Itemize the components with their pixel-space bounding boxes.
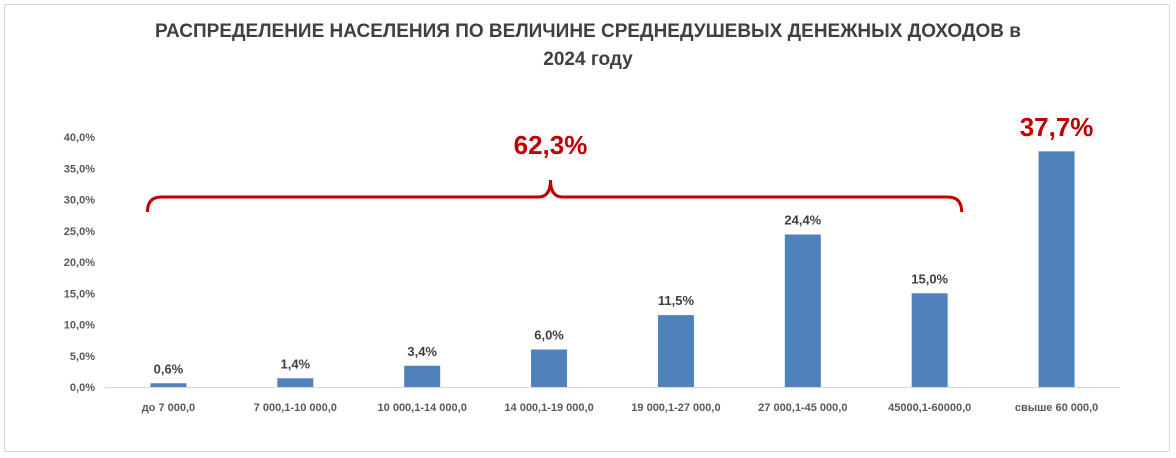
bar-7 (911, 293, 948, 387)
y-tick-label: 0,0% (70, 382, 95, 394)
category-label-7: 45000,1-60000,0 (888, 402, 971, 414)
bar-4 (531, 349, 568, 387)
bar-8 (1038, 151, 1075, 387)
chart-title-line2: 2024 году (543, 49, 633, 70)
bar-5 (657, 315, 694, 387)
y-tick-label: 15,0% (64, 288, 95, 300)
category-label-3: 10 000,1-14 000,0 (378, 402, 467, 414)
chart-title-line1: РАСПРЕДЕЛЕНИЕ НАСЕЛЕНИЯ ПО ВЕЛИЧИНЕ СРЕД… (155, 21, 1021, 42)
category-label-8: свыше 60 000,0 (1015, 402, 1098, 414)
y-tick-label: 35,0% (64, 163, 95, 175)
data-label-1: 0,6% (154, 361, 184, 376)
last-bar-callout: 37,7% (1020, 112, 1094, 142)
y-tick-label: 30,0% (64, 195, 95, 207)
data-label-5: 11,5% (658, 293, 695, 308)
bar-2 (277, 378, 314, 387)
category-label-2: 7 000,1-10 000,0 (254, 402, 337, 414)
data-label-2: 1,4% (280, 356, 310, 371)
data-label-6: 24,4% (784, 213, 821, 228)
data-label-7: 15,0% (911, 271, 948, 286)
y-tick-label: 20,0% (64, 257, 95, 269)
group-total-label: 62,3% (514, 130, 588, 160)
category-label-4: 14 000,1-19 000,0 (504, 402, 593, 414)
y-tick-label: 5,0% (70, 351, 95, 363)
y-tick-label: 25,0% (64, 226, 95, 238)
bar-3 (404, 365, 441, 387)
bar-1 (150, 383, 187, 387)
category-label-6: 27 000,1-45 000,0 (758, 402, 847, 414)
bar-6 (784, 234, 821, 387)
chart-title: РАСПРЕДЕЛЕНИЕ НАСЕЛЕНИЯ ПО ВЕЛИЧИНЕ СРЕД… (0, 18, 1176, 74)
data-label-3: 3,4% (407, 344, 437, 359)
y-tick-label: 40,0% (64, 132, 95, 144)
group-brace (145, 179, 964, 213)
category-label-1: до 7 000,0 (142, 402, 195, 414)
y-tick-label: 10,0% (64, 320, 95, 332)
chart-frame (4, 4, 1170, 452)
category-label-5: 19 000,1-27 000,0 (631, 402, 720, 414)
data-label-4: 6,0% (534, 328, 564, 343)
